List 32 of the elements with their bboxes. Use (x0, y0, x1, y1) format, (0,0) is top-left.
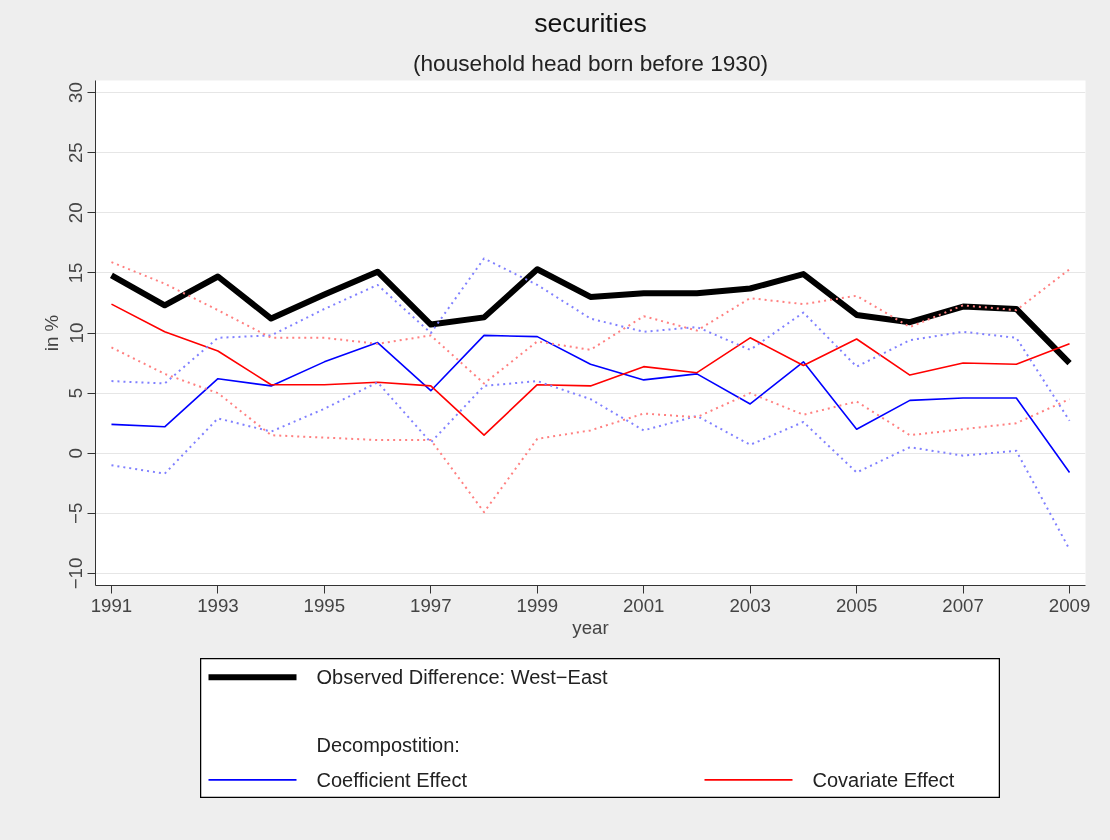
x-tick-label: 2007 (942, 594, 984, 616)
y-tick-label: 25 (65, 142, 87, 164)
x-tick-label: 2005 (835, 594, 878, 616)
legend-label: Coefficient Effect (316, 768, 468, 791)
y-tick-label: 10 (65, 322, 87, 344)
x-tick-label: 2001 (622, 594, 665, 616)
x-axis-title: year (572, 616, 609, 638)
x-tick-label: 1991 (90, 594, 133, 616)
line-series (110, 303, 1071, 436)
y-tick-label: 30 (65, 82, 87, 103)
x-tick-label: 2003 (729, 594, 771, 616)
x-tick-label: 1997 (410, 594, 452, 616)
y-tick-label: −10 (65, 557, 87, 590)
chart-title: securities (534, 7, 647, 38)
line-series (110, 346, 1071, 514)
y-tick-label: −5 (65, 502, 87, 524)
chart-subtitle: (household head born before 1930) (412, 49, 769, 76)
text: Decompostition: (316, 733, 460, 756)
legend-label: Observed Difference: West−East (316, 666, 609, 689)
legend-label: Covariate Effect (812, 768, 955, 791)
line-series (110, 257, 1071, 422)
y-axis-title: in % (40, 314, 62, 352)
line-series (110, 334, 1071, 474)
x-tick-label: 1993 (197, 594, 239, 616)
x-tick-label: 1999 (516, 594, 559, 616)
y-tick-label: 0 (65, 448, 87, 459)
y-tick-label: 5 (65, 387, 87, 399)
x-tick-label: 2009 (1048, 594, 1091, 616)
line-series (110, 261, 1071, 385)
y-tick-label: 20 (65, 202, 87, 224)
x-tick-label: 1995 (303, 594, 346, 616)
y-tick-label: 15 (65, 262, 87, 284)
